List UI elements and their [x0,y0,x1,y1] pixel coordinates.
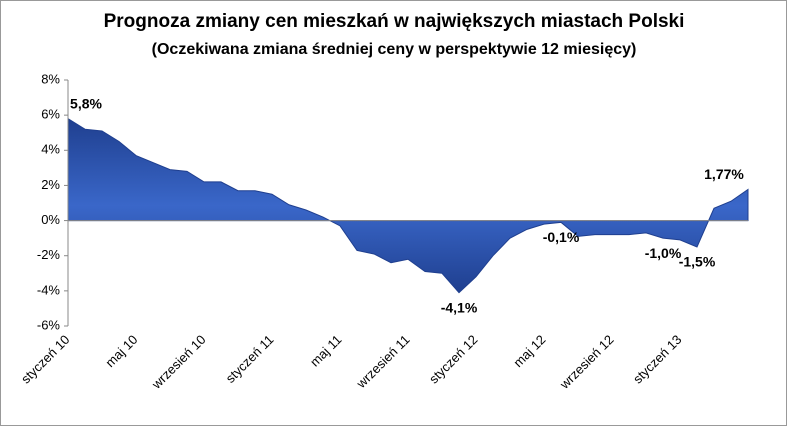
y-tick-label: -4% [37,282,61,297]
chart-title: Prognoza zmiany cen mieszkań w największ… [104,11,685,32]
y-tick-label: -2% [37,247,61,262]
data-label: -1,5% [679,254,716,270]
y-tick-label: -6% [37,317,61,332]
data-label: 5,8% [70,95,102,111]
data-label: -1,0% [645,245,682,261]
y-tick-label: 6% [41,107,60,122]
chart-subtitle: (Oczekiwana zmiana średniej ceny w persp… [152,41,637,58]
y-tick-label: 8% [41,71,60,86]
y-tick-label: 4% [41,142,60,157]
data-label: -0,1% [543,229,580,245]
data-label: -4,1% [441,299,478,315]
y-tick-label: 0% [41,212,60,227]
y-tick-label: 2% [41,177,60,192]
area [67,117,749,294]
data-label: 1,77% [704,166,744,182]
